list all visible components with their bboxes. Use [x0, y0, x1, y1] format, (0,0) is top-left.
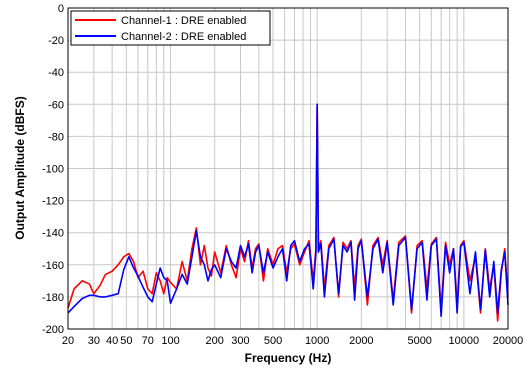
y-tick-label: -80 [48, 131, 64, 143]
y-tick-label: -120 [42, 196, 64, 208]
series-line-channel-2 [67, 103, 509, 317]
x-tick-label: 300 [231, 335, 249, 347]
y-tick-label: -60 [48, 99, 64, 111]
y-tick-label: 0 [58, 3, 64, 15]
y-tick-label: -160 [42, 260, 64, 272]
y-tick-label: -20 [48, 35, 64, 47]
x-tick-label: 20000 [493, 335, 524, 347]
x-tick-label: 1000 [305, 335, 329, 347]
series-layer [67, 103, 509, 322]
y-tick-label: -100 [42, 164, 64, 176]
y-axis-label: Output Amplitude (dBFS) [13, 96, 27, 240]
legend: Channel-1 : DRE enabled Channel-2 : DRE … [70, 10, 271, 46]
y-tick-label: -140 [42, 228, 64, 240]
x-tick-labels: 20 30 40 50 70 100 200 300 500 1000 2000 5000 10000 2… [62, 335, 523, 347]
legend-label-channel-2: Channel-2 : DRE enabled [121, 31, 246, 43]
x-tick-label: 500 [264, 335, 282, 347]
legend-label-channel-1: Channel-1 : DRE enabled [121, 15, 246, 27]
x-tick-label: 2000 [349, 335, 373, 347]
plot-frame [67, 7, 509, 330]
y-tick-label: -40 [48, 67, 64, 79]
y-tick-labels: 0 -20 -40 -60 -80 -100 -120 -140 -160 -180 -200 [42, 3, 64, 336]
y-tick-label: -200 [42, 324, 64, 336]
x-tick-label: 20 [62, 335, 74, 347]
x-tick-label: 30 [88, 335, 100, 347]
x-tick-label: 50 [120, 335, 132, 347]
legend-box [70, 10, 271, 46]
y-tick-label: -180 [42, 292, 64, 304]
x-axis-label: Frequency (Hz) [245, 351, 332, 365]
x-tick-label: 100 [161, 335, 179, 347]
x-tick-label: 5000 [407, 335, 431, 347]
x-tick-label: 40 [106, 335, 118, 347]
x-tick-label: 200 [205, 335, 223, 347]
x-tick-label: 10000 [449, 335, 480, 347]
grid [68, 8, 508, 329]
x-tick-label: 70 [142, 335, 154, 347]
